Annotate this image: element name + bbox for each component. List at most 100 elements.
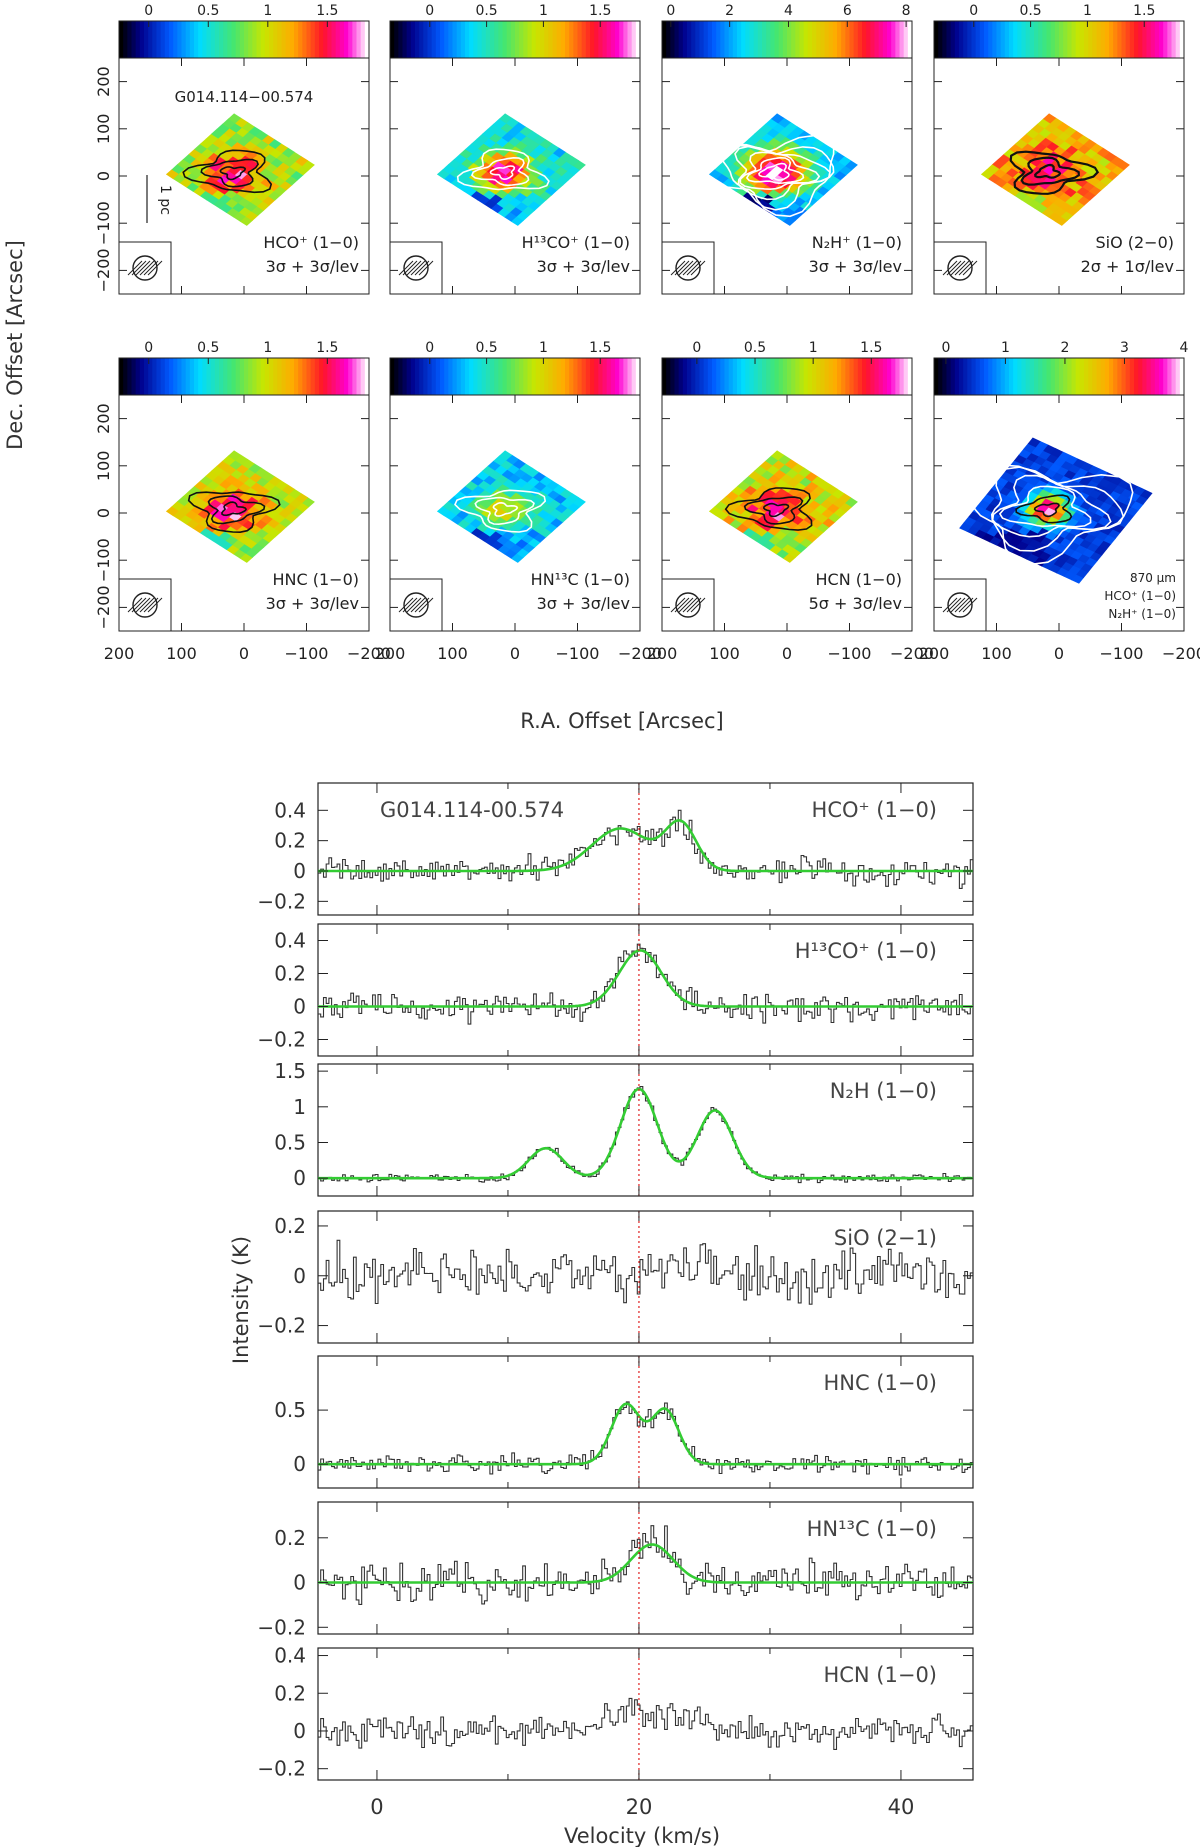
x-tick-label: −200 [890, 644, 934, 663]
colorbar-swatch [548, 21, 554, 58]
colorbar-swatch [870, 21, 876, 58]
colorbar-swatch [732, 21, 738, 58]
colorbar-swatch [477, 358, 483, 395]
colorbar-swatch [1079, 21, 1085, 58]
beam-hatch [127, 597, 143, 613]
map-ticks [933, 58, 1185, 294]
spectrum-frame [317, 1063, 974, 1197]
y-tick-label: −0.2 [257, 889, 306, 913]
x-tick-label: 200 [647, 644, 678, 663]
spectrum-line-label: HN¹³C (1−0) [807, 1517, 937, 1541]
colorbar-swatch [946, 21, 952, 58]
map-contour-levels: 2σ + 1σ/lev [1081, 257, 1174, 276]
colorbar-swatch [1096, 21, 1102, 58]
colorbar-swatch [527, 21, 533, 58]
colorbar-swatch [824, 21, 830, 58]
colorbar-swatch [235, 358, 241, 395]
colorbar-swatch [252, 358, 258, 395]
colorbar-swatch [778, 358, 784, 395]
beam [661, 578, 715, 632]
contour-line [474, 496, 535, 526]
colorbar-swatch [687, 358, 692, 395]
map-ticks [933, 395, 1185, 631]
y-tick-label: −0.2 [257, 1615, 306, 1639]
colorbar-swatch [1109, 358, 1114, 395]
colorbar-swatch [753, 21, 759, 58]
beam-hatch [674, 260, 690, 276]
colorbar-swatch [502, 358, 508, 395]
beam-hatch [135, 597, 151, 613]
colorbar-swatch [849, 21, 855, 58]
colorbar-swatch [502, 21, 508, 58]
map-contours [706, 134, 835, 218]
colorbar-swatch [144, 358, 149, 395]
x-tick-label: −100 [1100, 644, 1144, 663]
colorbar-tick-label: 1.5 [589, 340, 611, 356]
colorbar-swatch [556, 358, 562, 395]
colorbar-swatch [1025, 358, 1031, 395]
colorbar-swatch [298, 21, 303, 58]
colorbar-swatch [256, 21, 262, 58]
colorbar-swatch [452, 358, 458, 395]
contour-line [1015, 494, 1073, 524]
colorbar-swatch [239, 21, 245, 58]
y-tick-label: −0.2 [257, 1028, 306, 1052]
y-tick-label: 100 [94, 114, 113, 145]
colorbar-swatch [431, 21, 437, 58]
colorbar-swatch [728, 21, 734, 58]
beam-hatch [398, 260, 414, 276]
beam-hatch [686, 260, 702, 276]
colorbar-tick-label: 0.5 [475, 340, 497, 356]
colorbar-swatch [244, 358, 249, 395]
beam-hatch [678, 597, 694, 613]
colorbar-tick-label: 3 [1120, 340, 1129, 356]
colorbar-swatch [695, 21, 701, 58]
beam-hatch [682, 597, 698, 613]
colorbar-swatch [967, 21, 973, 58]
colorbar-swatch [164, 21, 170, 58]
colorbar-swatch [444, 21, 449, 58]
colorbar-swatch [560, 358, 566, 395]
colorbar-swatch [1146, 21, 1152, 58]
colorbar-swatch [662, 358, 667, 395]
colorbar-tick-label: 2 [725, 3, 734, 19]
colorbar-swatch [832, 21, 838, 58]
spectrum-histogram [318, 1697, 973, 1750]
colorbar-swatch [264, 21, 270, 58]
colorbar-swatch [975, 358, 981, 395]
colorbar-swatch [1042, 358, 1048, 395]
colorbar: 0 0.5 1 1.5 [389, 340, 641, 396]
colorbar-swatch [1084, 21, 1089, 58]
colorbar-swatch [390, 358, 395, 395]
colorbar-swatch [1159, 358, 1164, 395]
colorbar-swatch [753, 358, 759, 395]
colorbar-swatch [954, 21, 960, 58]
colorbar-swatch [1163, 21, 1168, 58]
colorbar-swatch [988, 21, 993, 58]
colorbar-swatch [298, 358, 303, 395]
colorbar-swatch [942, 358, 948, 395]
contour-line [719, 143, 835, 211]
colorbar-swatch [214, 21, 220, 58]
colorbar-swatch [895, 358, 901, 395]
beam-hatch [686, 597, 702, 613]
y-tick-label: 0.4 [274, 798, 306, 822]
colorbar-swatch [465, 21, 470, 58]
colorbar-swatch [874, 358, 880, 395]
colorbar-swatch [431, 358, 437, 395]
colorbar-swatch [615, 21, 620, 58]
colorbar-swatch [498, 21, 504, 58]
colorbar-swatch [674, 21, 680, 58]
beam-hatch [402, 260, 418, 276]
colorbar-tick-label: 6 [843, 3, 852, 19]
colorbar-swatch [323, 21, 328, 58]
map-line-label: HCN (1−0) [815, 570, 902, 589]
contour-line [1020, 156, 1080, 186]
spectrum-histogram [318, 1525, 973, 1605]
colorbar-swatch [623, 21, 629, 58]
colorbar-swatch [602, 358, 608, 395]
contour-line [762, 502, 790, 518]
colorbar-swatch [899, 21, 905, 58]
colorbar-swatch [160, 358, 166, 395]
map-panel: 0 0.5 1 1.5 200 100 0 −100 −200 HN¹³C (1−0) 3σ + 3… [375, 340, 662, 663]
